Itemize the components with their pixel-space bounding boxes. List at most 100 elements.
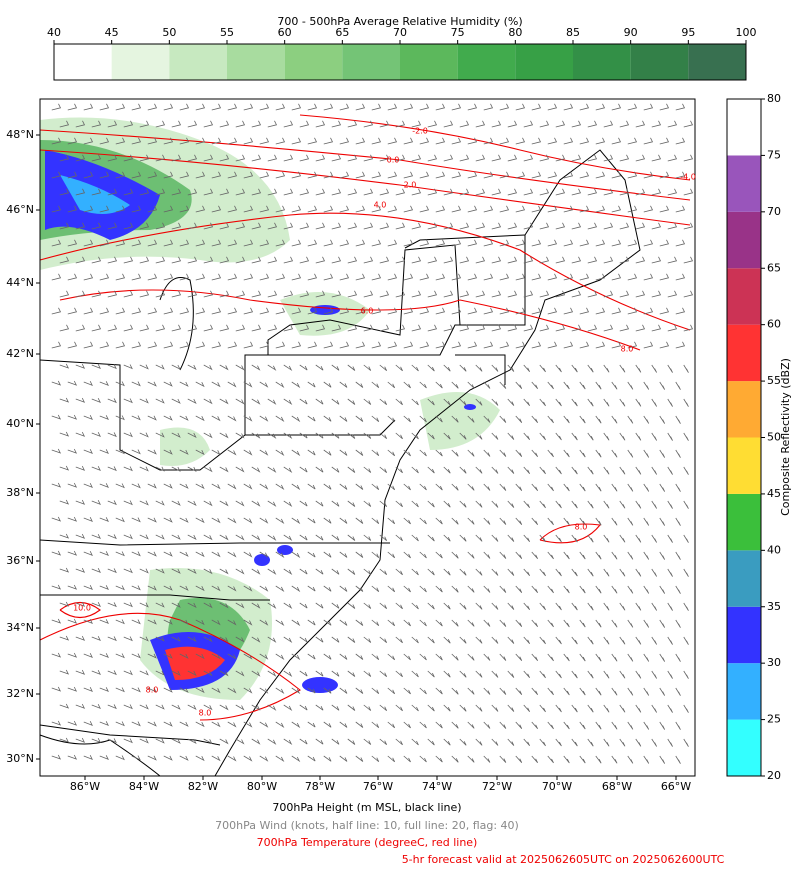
wind-barb [635,534,642,543]
wind-barb [355,137,366,145]
humidity-segment [111,44,170,80]
contour-label: 0.0 [387,156,400,165]
wind-barb [427,738,435,746]
wind-barb [603,534,610,543]
wind-barb [99,171,110,179]
humidity-tick-label: 50 [162,26,176,39]
wind-barb [147,239,158,247]
wind-barb [291,755,301,763]
wind-barb [251,324,262,332]
wind-barb [427,256,438,264]
wind-barb [531,137,542,145]
wind-barb [91,636,101,641]
wind-barb [451,137,462,145]
wind-barb [579,273,590,281]
wind-barb [291,239,302,247]
wind-barb [211,755,221,762]
wind-barb [339,273,350,281]
wind-barb [307,449,316,456]
wind-barb [371,619,380,627]
wind-barb [395,568,403,576]
wind-barb [115,687,125,693]
wind-barb [299,500,308,507]
wind-barb [387,103,398,111]
wind-barb [483,517,491,525]
wind-barb [395,256,406,264]
wind-barb [411,636,419,644]
wind-barb [139,154,150,162]
wind-barb [363,704,372,711]
wind-barb [155,738,165,744]
wind-barb [235,466,245,473]
wind-barb [251,500,261,507]
wind-barb [59,465,70,471]
wind-barb [203,500,213,507]
wind-barb [595,619,602,628]
wind-barb [667,500,673,509]
wind-barb [491,670,499,678]
wind-barb [67,137,78,145]
wind-barb [531,551,539,560]
wind-barb [235,738,245,745]
wind-barb [131,103,142,111]
wind-barb [291,103,302,111]
wind-barb [179,273,190,281]
contour-label: 8.0 [146,686,159,695]
wind-barb [571,290,582,298]
wind-barb [547,239,558,247]
wind-barb [139,466,149,472]
wind-barb [459,602,467,610]
wind-barb [339,551,348,558]
wind-barb [651,500,658,509]
wind-barb [115,381,125,387]
wind-barb [187,154,198,162]
wind-barb [563,449,570,458]
wind-barb [51,414,62,420]
wind-barb [611,103,622,111]
wind-barb [595,585,602,594]
wind-barb [339,307,350,315]
humidity-tick-label: 90 [624,26,638,39]
wind-barb [555,432,562,441]
wind-barb [211,585,221,592]
wind-barb [403,103,414,111]
wind-barb [179,381,189,387]
wind-barb [563,205,574,213]
wind-barb [163,137,174,145]
wind-barb [507,500,515,508]
wind-barb [387,755,396,763]
wind-barb [403,551,411,559]
wind-barb [491,154,502,162]
wind-barb [339,239,350,247]
humidity-segment [573,44,631,80]
wind-barb [195,415,205,422]
wind-barb [179,585,189,591]
wind-barb [291,415,301,423]
wind-barb [555,324,566,332]
wind-barb [331,500,340,507]
wind-barb [275,205,286,213]
wind-barb [91,364,101,369]
wind-barb [251,704,261,711]
wind-barb [91,466,101,471]
wind-barb [315,704,324,711]
wind-barb [611,483,618,492]
wind-barb [147,307,158,315]
wind-barb [115,307,126,315]
wind-barb [427,534,435,542]
wind-barb [59,669,70,675]
wind-barb [291,205,302,213]
wind-barb [675,551,681,560]
wind-barb [187,738,197,745]
wind-barb [67,103,78,111]
wind-barb [427,466,435,474]
wind-barb [555,222,566,230]
wind-barb [539,324,550,332]
wind-barb [595,137,606,145]
wind-barb [91,500,101,505]
wind-barb [675,619,681,628]
wind-barb [515,205,526,213]
wind-barb [603,188,614,196]
wind-barb [99,585,109,591]
wind-barb [259,137,270,145]
